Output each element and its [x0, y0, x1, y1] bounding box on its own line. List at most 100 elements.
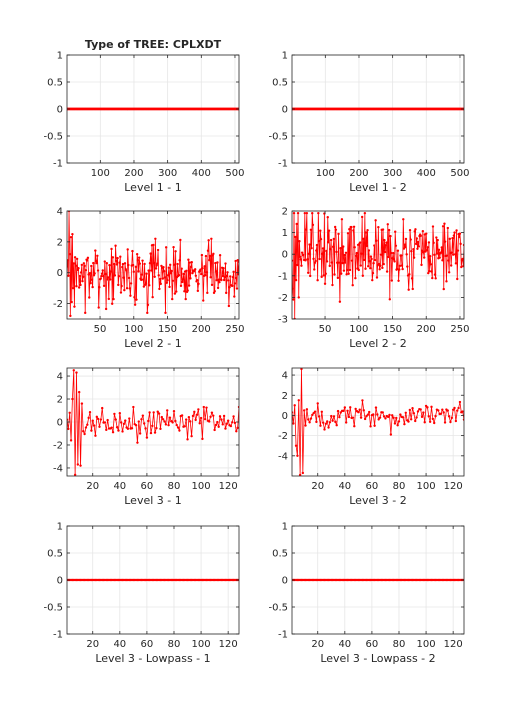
data-point	[73, 256, 77, 259]
data-point	[311, 413, 314, 417]
data-point	[191, 414, 195, 418]
data-point	[195, 279, 199, 282]
data-point	[393, 260, 396, 263]
data-point	[434, 414, 437, 418]
data-point	[441, 225, 445, 228]
data-point	[394, 244, 398, 247]
data-point	[298, 240, 301, 243]
data-point	[439, 412, 443, 415]
data-point	[191, 271, 194, 275]
data-point	[132, 405, 135, 409]
data-point	[226, 271, 229, 274]
x-tick-label: 40	[113, 481, 126, 492]
x-tick-label: 200	[192, 324, 211, 335]
data-point	[203, 265, 206, 268]
y-tick-label: 0	[57, 576, 63, 587]
subplot-6: 20 40 60 80 100 120 -4 -2 0 2 4 Level 3 - 2	[278, 367, 465, 507]
data-point	[227, 279, 230, 282]
data-point	[83, 432, 86, 436]
data-point	[82, 429, 85, 433]
data-point	[383, 250, 387, 254]
data-point	[434, 277, 437, 280]
data-point	[442, 287, 445, 291]
y-tick-label: 1	[57, 522, 63, 533]
data-point	[440, 246, 443, 249]
data-point	[104, 272, 107, 276]
data-point	[169, 271, 173, 275]
data-point	[306, 258, 309, 261]
data-point	[106, 278, 109, 281]
data-point	[127, 276, 131, 280]
data-point	[437, 248, 441, 251]
y-tick-label: -2	[278, 431, 288, 442]
data-point	[397, 279, 400, 282]
data-point	[152, 243, 155, 247]
data-point	[98, 425, 101, 428]
data-point	[293, 404, 296, 407]
data-point	[151, 295, 154, 299]
data-point	[395, 416, 398, 420]
data-point	[119, 421, 123, 424]
data-point	[167, 266, 171, 269]
data-point	[309, 274, 312, 278]
x-tick-label: 300	[158, 168, 177, 179]
data-point	[294, 235, 297, 239]
data-point	[202, 405, 205, 409]
data-point	[372, 413, 375, 416]
data-point	[329, 238, 333, 242]
data-point	[387, 228, 391, 232]
data-point	[96, 417, 100, 421]
data-point	[82, 262, 86, 265]
data-point	[183, 290, 186, 293]
data-point	[178, 429, 181, 432]
data-point	[428, 420, 432, 423]
data-point	[343, 406, 347, 409]
data-point	[231, 284, 234, 288]
data-point	[301, 471, 305, 475]
data-point	[128, 287, 131, 290]
data-point	[392, 416, 395, 419]
data-point	[294, 278, 298, 282]
data-point	[461, 257, 464, 261]
x-axis-label: Level 3 - 2	[349, 494, 407, 507]
data-point	[94, 249, 97, 252]
data-point	[381, 411, 384, 414]
data-point	[427, 271, 430, 275]
data-point	[168, 285, 171, 289]
data-point	[357, 411, 360, 414]
data-point	[349, 406, 352, 409]
data-point	[117, 283, 120, 287]
data-point	[153, 431, 157, 434]
data-point	[325, 260, 329, 263]
data-point	[337, 232, 340, 236]
x-tick-label: 150	[158, 324, 177, 335]
y-tick-label: -1	[278, 159, 288, 170]
data-point	[378, 416, 382, 419]
data-point	[221, 423, 224, 426]
data-point	[448, 237, 452, 241]
data-point	[189, 265, 193, 269]
data-point	[344, 251, 348, 255]
data-point	[122, 422, 126, 426]
data-point	[443, 222, 446, 225]
data-point	[417, 245, 421, 248]
data-point	[217, 278, 220, 281]
data-point	[339, 411, 342, 414]
data-point	[111, 431, 115, 434]
data-point	[117, 274, 121, 278]
data-point	[210, 237, 213, 240]
data-point	[188, 261, 191, 264]
data-point	[317, 239, 321, 243]
data-point	[391, 251, 395, 255]
data-point	[411, 407, 414, 410]
data-point	[189, 277, 192, 280]
data-point	[115, 259, 118, 262]
data-point	[439, 251, 443, 254]
data-point	[377, 418, 380, 421]
data-point	[212, 414, 215, 417]
data-point	[421, 229, 425, 233]
data-point	[71, 397, 74, 401]
data-point	[325, 249, 328, 253]
data-point	[199, 268, 202, 271]
data-point	[437, 409, 440, 412]
